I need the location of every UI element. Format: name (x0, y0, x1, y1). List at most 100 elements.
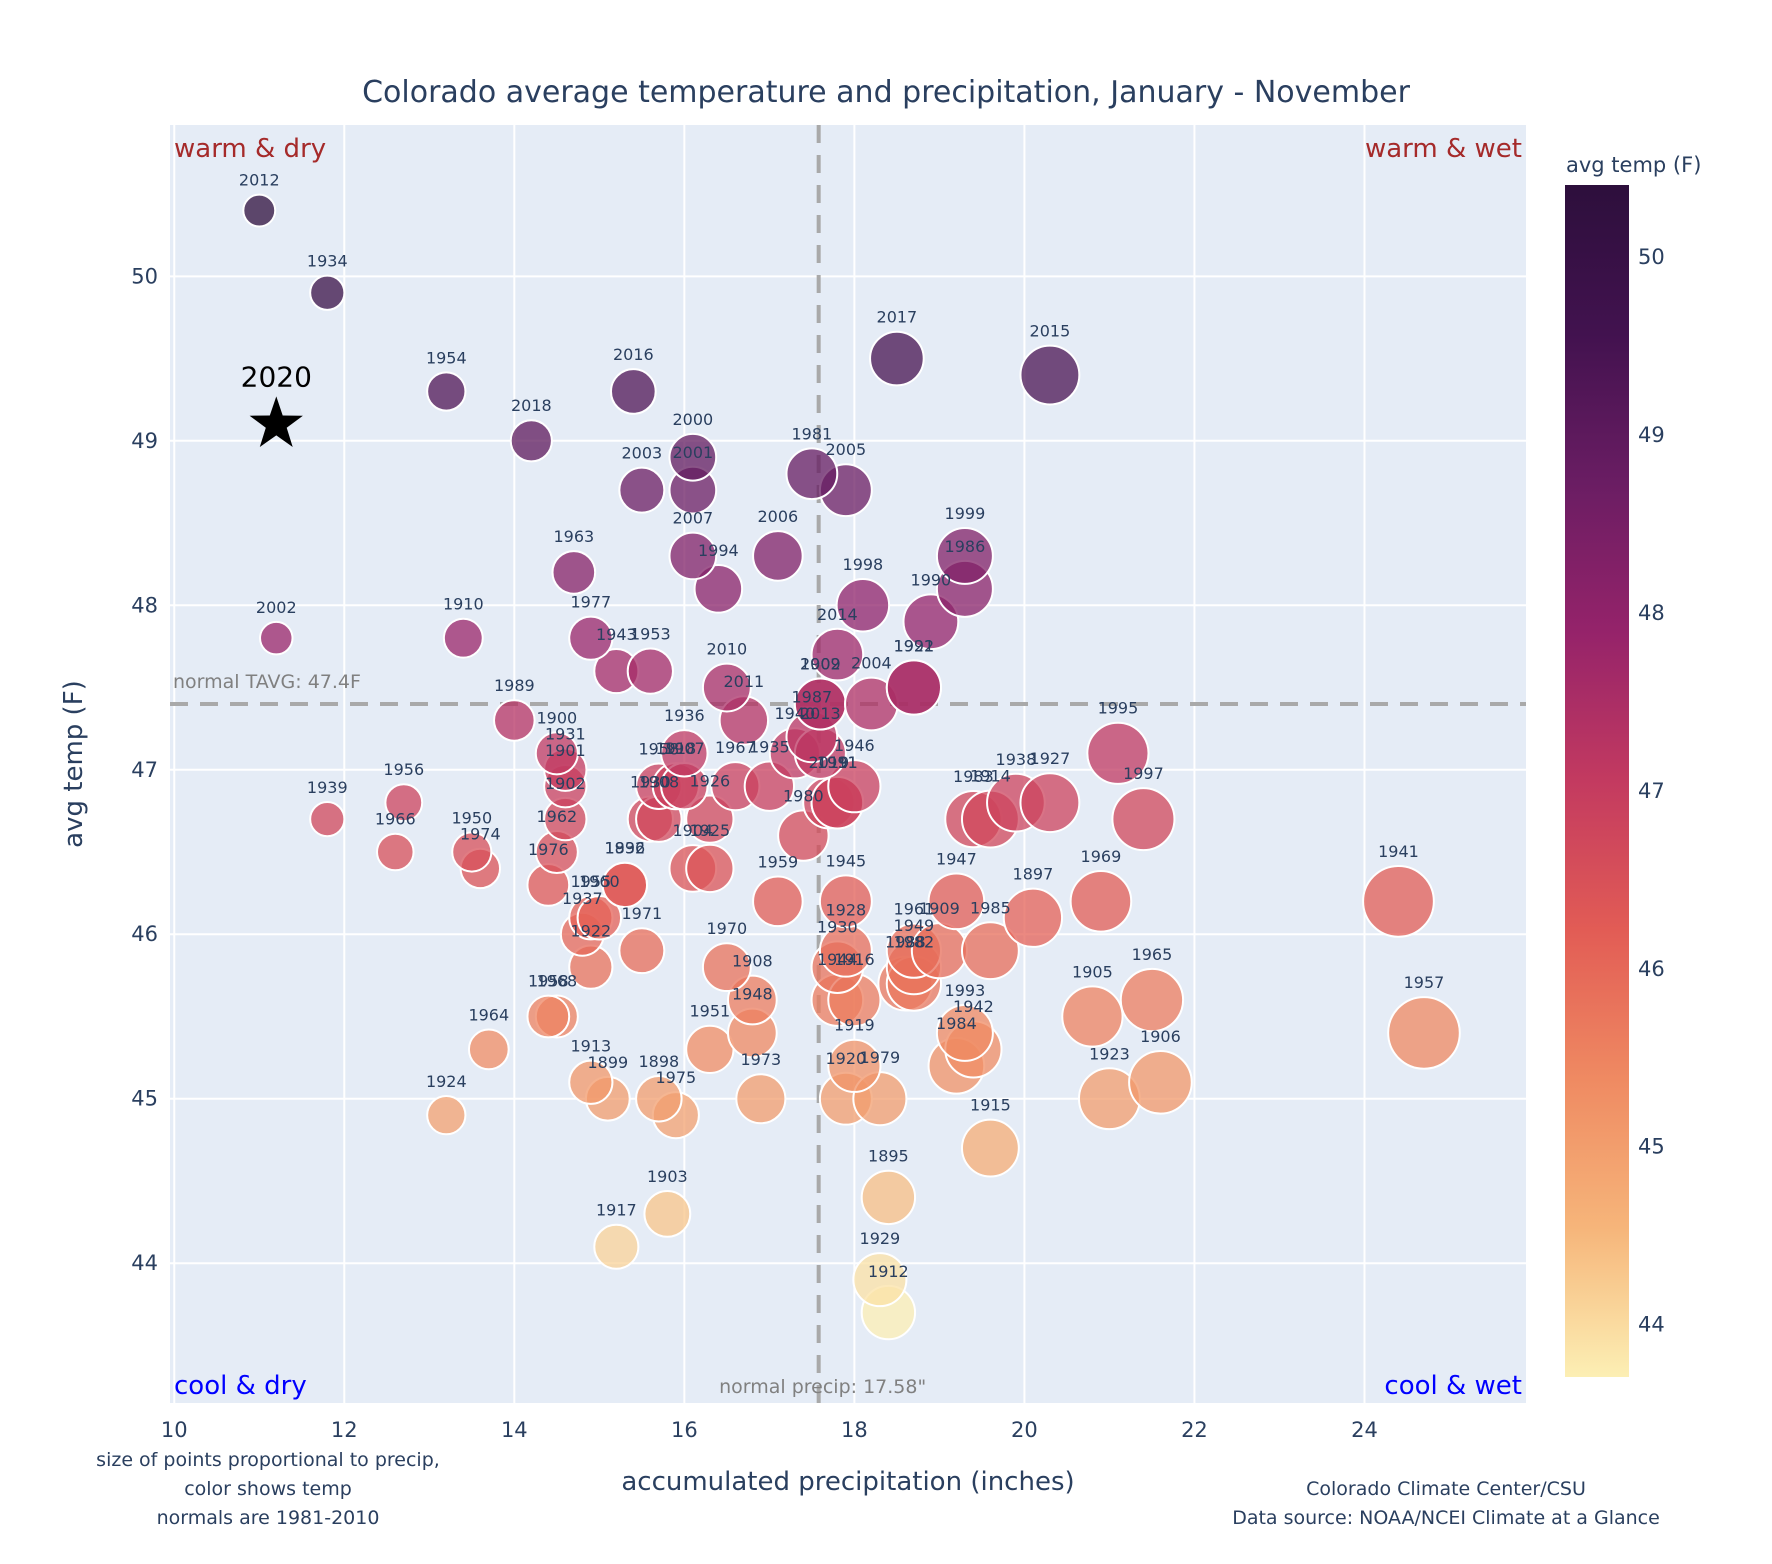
point-label: 1917 (596, 1201, 637, 1220)
y-tick-label: 48 (131, 593, 158, 617)
footnote-left-2: color shows temp (184, 1478, 352, 1500)
point-label: 1944 (817, 950, 858, 969)
point-label: 1976 (528, 840, 569, 859)
footnote-left-3: normals are 1981-2010 (157, 1507, 380, 1529)
data-point (610, 368, 657, 415)
y-tick-label: 50 (131, 264, 158, 288)
point-label: 2002 (256, 598, 297, 617)
data-point (1387, 996, 1461, 1070)
data-point (827, 1038, 882, 1093)
x-tick-label: 20 (1011, 1418, 1038, 1442)
x-axis-title: accumulated precipitation (inches) (621, 1467, 1074, 1497)
point-label: 2001 (672, 443, 713, 462)
colorbar-tick-label: 49 (1638, 423, 1665, 447)
point-label: 1915 (970, 1096, 1011, 1115)
point-label: 2016 (613, 345, 654, 364)
point-label: 1941 (1378, 842, 1419, 861)
point-label: 1896 (604, 839, 645, 858)
point-label: 2004 (851, 654, 892, 673)
normal-precip-label: normal precip: 17.58" (719, 1376, 926, 1398)
point-labels: 1912 1929 1917 1903 1895 1915 1924 1975 1899 1898… (239, 171, 1444, 1281)
point-label: 1902 (800, 654, 841, 673)
point-label: 1948 (732, 985, 773, 1004)
point-label: 1977 (570, 593, 611, 612)
footnote-right-1: Colorado Climate Center/CSU (1306, 1478, 1586, 1500)
point-label: 2013 (800, 704, 841, 723)
point-label: 1911 (817, 753, 858, 772)
point-label: 1925 (689, 821, 730, 840)
y-axis-title: avg temp (F) (59, 680, 89, 848)
point-label: 1957 (1404, 973, 1445, 992)
data-point (259, 620, 294, 656)
data-point (685, 843, 735, 894)
point-label: 1994 (698, 541, 739, 560)
data-point (685, 794, 735, 844)
point-label: 1934 (307, 252, 348, 271)
data-point (668, 531, 718, 581)
point-label: 1993 (945, 981, 986, 1000)
data-point (869, 330, 925, 387)
point-label: 1988 (885, 933, 926, 952)
point-label: 1995 (1098, 699, 1139, 718)
point-label: 1927 (1030, 749, 1071, 768)
point-label: 1946 (834, 736, 875, 755)
point-label: 1926 (689, 771, 730, 790)
data-point (384, 783, 424, 823)
y-tick-labels: 44 45 46 47 48 49 50 (131, 264, 158, 1275)
point-label: 1981 (792, 424, 833, 443)
point-label: 2011 (723, 672, 764, 691)
point-label: 1963 (553, 527, 594, 546)
data-point (568, 1059, 614, 1105)
star-icon[interactable] (249, 396, 303, 447)
point-label: 1929 (860, 1229, 901, 1248)
point-label: 1966 (375, 810, 416, 829)
data-point (376, 832, 415, 872)
data-point (818, 874, 873, 929)
data-point (960, 921, 1020, 981)
x-tick-label: 10 (161, 1418, 188, 1442)
point-label: 2007 (672, 509, 713, 528)
data-point (827, 759, 882, 814)
data-point (1002, 887, 1064, 948)
point-label: 1908 (732, 952, 773, 971)
data-point (309, 274, 346, 311)
point-label: 2009 (800, 654, 841, 673)
data-point (885, 659, 943, 716)
point-label: 1895 (868, 1147, 909, 1166)
point-label: 2010 (706, 640, 747, 659)
point-label: 1980 (783, 786, 824, 805)
point-label: 1937 (562, 889, 603, 908)
point-label: 1970 (706, 919, 747, 938)
data-point (509, 419, 553, 463)
point-label: 1968 (536, 971, 577, 990)
data-point (1069, 870, 1133, 933)
point-label: 1907 (664, 739, 705, 758)
y-tick-label: 49 (131, 429, 158, 453)
point-label: 1938 (996, 750, 1037, 769)
point-label: 1947 (936, 849, 977, 868)
point-label: 1930 (630, 772, 671, 791)
point-label: 1916 (834, 950, 875, 969)
point-label: 2003 (621, 444, 662, 463)
point-label: 1914 (970, 767, 1011, 786)
quadrant-label-warm-dry: warm & dry (174, 134, 326, 164)
point-label: 1906 (1140, 1027, 1181, 1046)
colorbar-tick-label: 50 (1638, 245, 1665, 269)
point-label: 1923 (1089, 1044, 1130, 1063)
data-point (568, 615, 614, 661)
point-label: 1901 (545, 741, 586, 760)
colorbar (1565, 185, 1629, 1377)
data-point (860, 1169, 917, 1226)
colorbar-tick-label: 46 (1638, 957, 1665, 981)
data-point (1061, 985, 1124, 1048)
point-label: 1939 (307, 778, 348, 797)
point-label: 1940 (775, 704, 816, 723)
point-label: 1990 (911, 570, 952, 589)
point-label: 1982 (894, 932, 935, 951)
point-label: 1965 (1132, 945, 1173, 964)
footnote-left-1: size of points proportional to precip, (96, 1449, 440, 1471)
data-point (1019, 772, 1081, 834)
data-point (960, 1118, 1020, 1178)
data-point (643, 1189, 692, 1238)
